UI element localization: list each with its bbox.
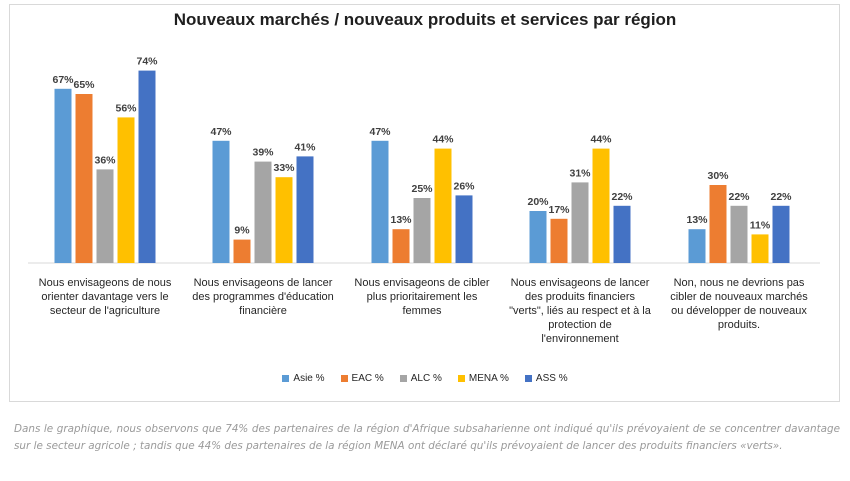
data-label: 44% xyxy=(590,134,612,146)
category-label-line: l'environnement xyxy=(541,333,619,345)
bar xyxy=(138,70,156,263)
category-label-line: protection de xyxy=(548,319,612,331)
data-label: 56% xyxy=(115,102,137,114)
legend-item: EAC % xyxy=(340,373,384,384)
bar xyxy=(613,205,631,263)
bar xyxy=(413,198,431,263)
bar xyxy=(434,148,452,263)
category-label: Nous envisageons de cibler plus prioritai… xyxy=(347,276,497,318)
legend-label: ASS % xyxy=(535,373,568,384)
data-label: 74% xyxy=(136,56,158,68)
bar xyxy=(550,218,568,263)
category-label-line: femmes xyxy=(402,305,442,317)
category-label-line: des produits financiers xyxy=(524,291,636,303)
data-label: 47% xyxy=(369,126,391,138)
bar xyxy=(54,88,72,263)
bar xyxy=(96,169,114,263)
bar xyxy=(455,195,473,263)
data-label: 9% xyxy=(234,225,250,237)
data-label: 47% xyxy=(210,126,232,138)
bar xyxy=(371,140,389,263)
data-label: 22% xyxy=(728,191,750,203)
data-label: 22% xyxy=(611,191,633,203)
bar xyxy=(296,156,314,263)
data-label: 41% xyxy=(294,141,316,153)
data-label: 25% xyxy=(411,183,433,195)
bar xyxy=(392,229,410,263)
bar xyxy=(233,239,251,263)
bar xyxy=(592,148,610,263)
category-label-line: secteur de l'agriculture xyxy=(49,305,161,317)
bar xyxy=(571,182,589,263)
category-label: Nous envisageons de lancer des produits f… xyxy=(505,276,655,346)
bar xyxy=(730,205,748,263)
data-label: 20% xyxy=(527,196,549,208)
legend-label: EAC % xyxy=(351,373,384,384)
category-label: Non, nous ne devrions pas cibler de nouve… xyxy=(664,276,814,332)
category-label-line: financière xyxy=(239,305,287,317)
category-label-line: des programmes d'éducation xyxy=(192,291,334,303)
data-label: 39% xyxy=(252,147,274,159)
bar xyxy=(275,177,293,263)
data-label: 13% xyxy=(390,214,412,226)
bar xyxy=(117,117,135,264)
legend-label: MENA % xyxy=(468,373,509,384)
legend-item: ASS % xyxy=(524,373,568,384)
legend-swatch xyxy=(340,375,348,382)
category-label-line: orienter davantage vers le xyxy=(41,291,169,303)
legend-label: ALC % xyxy=(410,373,442,384)
data-label: 26% xyxy=(453,180,475,192)
legend-label: Asie % xyxy=(293,373,325,384)
chart-title: Nouveaux marchés / nouveaux produits et … xyxy=(173,10,677,29)
data-label: 22% xyxy=(770,191,792,203)
category-label-line: Nous envisageons de nous xyxy=(38,277,172,289)
bar-chart: 67% 47% 47% 20% 13% 65% 9% 13% 17% 30% 36% 39% 25% 31… xyxy=(28,56,820,264)
bar xyxy=(772,205,790,263)
category-label-line: Nous envisageons de lancer xyxy=(193,277,333,289)
legend: Asie % EAC % ALC % MENA % ASS % xyxy=(0,373,850,384)
category-label: Nous envisageons de nous orienter davanta… xyxy=(30,276,180,318)
bar xyxy=(75,94,93,263)
legend-swatch xyxy=(524,375,532,382)
legend-item: Asie % xyxy=(282,373,325,384)
category-label-line: Nous envisageons de lancer xyxy=(510,277,650,289)
chart-caption: Dans le graphique, nous observons que 74… xyxy=(14,423,840,452)
data-label: 30% xyxy=(707,170,729,182)
legend-swatch xyxy=(282,375,290,382)
category-label-line: plus prioritairement les xyxy=(366,291,478,303)
bar xyxy=(709,185,727,263)
data-label: 65% xyxy=(73,79,95,91)
data-label: 13% xyxy=(686,214,708,226)
data-label: 11% xyxy=(750,219,771,231)
legend-swatch xyxy=(399,375,407,382)
legend-item: ALC % xyxy=(399,373,442,384)
category-label-line: "verts", liés au respect et à la xyxy=(509,305,651,317)
bar xyxy=(751,234,769,263)
data-label: 31% xyxy=(569,167,591,179)
category-label: Nous envisageons de lancer des programmes… xyxy=(188,276,338,318)
category-label-line: Non, nous ne devrions pas xyxy=(673,277,805,289)
category-label-line: Nous envisageons de cibler xyxy=(354,277,490,289)
legend-swatch xyxy=(457,375,465,382)
bar xyxy=(254,161,272,263)
data-label: 17% xyxy=(548,204,570,216)
category-label-line: produits. xyxy=(717,319,761,331)
bar xyxy=(212,140,230,263)
data-label: 44% xyxy=(432,134,454,146)
bar xyxy=(688,229,706,263)
data-label: 33% xyxy=(273,162,295,174)
data-label: 67% xyxy=(52,74,74,86)
data-label: 36% xyxy=(94,154,116,166)
legend-item: MENA % xyxy=(457,373,509,384)
category-label-line: ou développer de nouveaux xyxy=(671,305,807,317)
category-label-line: cibler de nouveaux marchés xyxy=(670,291,808,303)
bar xyxy=(529,211,547,263)
